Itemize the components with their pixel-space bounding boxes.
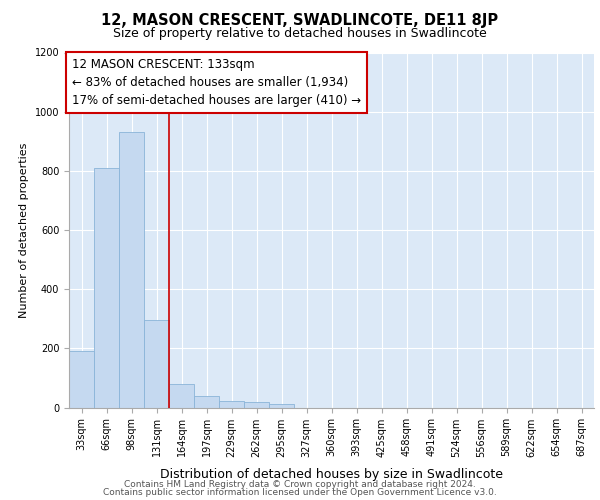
Bar: [119, 132, 144, 407]
Text: Size of property relative to detached houses in Swadlincote: Size of property relative to detached ho…: [113, 28, 487, 40]
X-axis label: Distribution of detached houses by size in Swadlincote: Distribution of detached houses by size …: [160, 468, 503, 480]
Bar: [269, 404, 294, 407]
Text: 12, MASON CRESCENT, SWADLINCOTE, DE11 8JP: 12, MASON CRESCENT, SWADLINCOTE, DE11 8J…: [101, 12, 499, 28]
Text: 12 MASON CRESCENT: 133sqm
← 83% of detached houses are smaller (1,934)
17% of se: 12 MASON CRESCENT: 133sqm ← 83% of detac…: [71, 58, 361, 107]
Y-axis label: Number of detached properties: Number of detached properties: [19, 142, 29, 318]
Bar: [169, 384, 194, 407]
Bar: [244, 402, 269, 407]
Bar: [194, 396, 219, 407]
Text: Contains public sector information licensed under the Open Government Licence v3: Contains public sector information licen…: [103, 488, 497, 497]
Bar: [219, 401, 244, 407]
Bar: [144, 320, 169, 408]
Bar: [69, 352, 94, 408]
Bar: [94, 168, 119, 408]
Text: Contains HM Land Registry data © Crown copyright and database right 2024.: Contains HM Land Registry data © Crown c…: [124, 480, 476, 489]
